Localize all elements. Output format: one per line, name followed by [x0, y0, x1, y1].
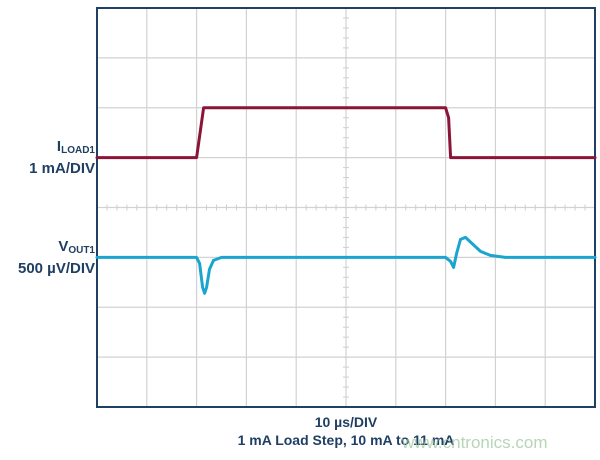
plot-frame: [96, 7, 596, 408]
iload-label-main: I: [56, 138, 62, 155]
series-iload1-trace: [95, 106, 597, 160]
vout-label-main: V: [58, 238, 69, 255]
vout-label-sub: OUT1: [68, 245, 95, 256]
iload-label: ILOAD1 1 mA/DIV: [29, 138, 95, 178]
chart-caption: 1 mA Load Step, 10 mA to 11 mA: [237, 432, 455, 448]
watermark: www.cntronics.com: [402, 433, 548, 452]
vout-scale: 500 µV/DIV: [17, 260, 95, 277]
iload-scale: 1 mA/DIV: [29, 160, 95, 177]
series-vout1-trace: [95, 235, 597, 295]
iload-label-sub: LOAD1: [61, 145, 95, 156]
x-axis-label: 10 µs/DIV: [314, 414, 378, 430]
vout-label: VOUT1 500 µV/DIV: [18, 238, 95, 278]
